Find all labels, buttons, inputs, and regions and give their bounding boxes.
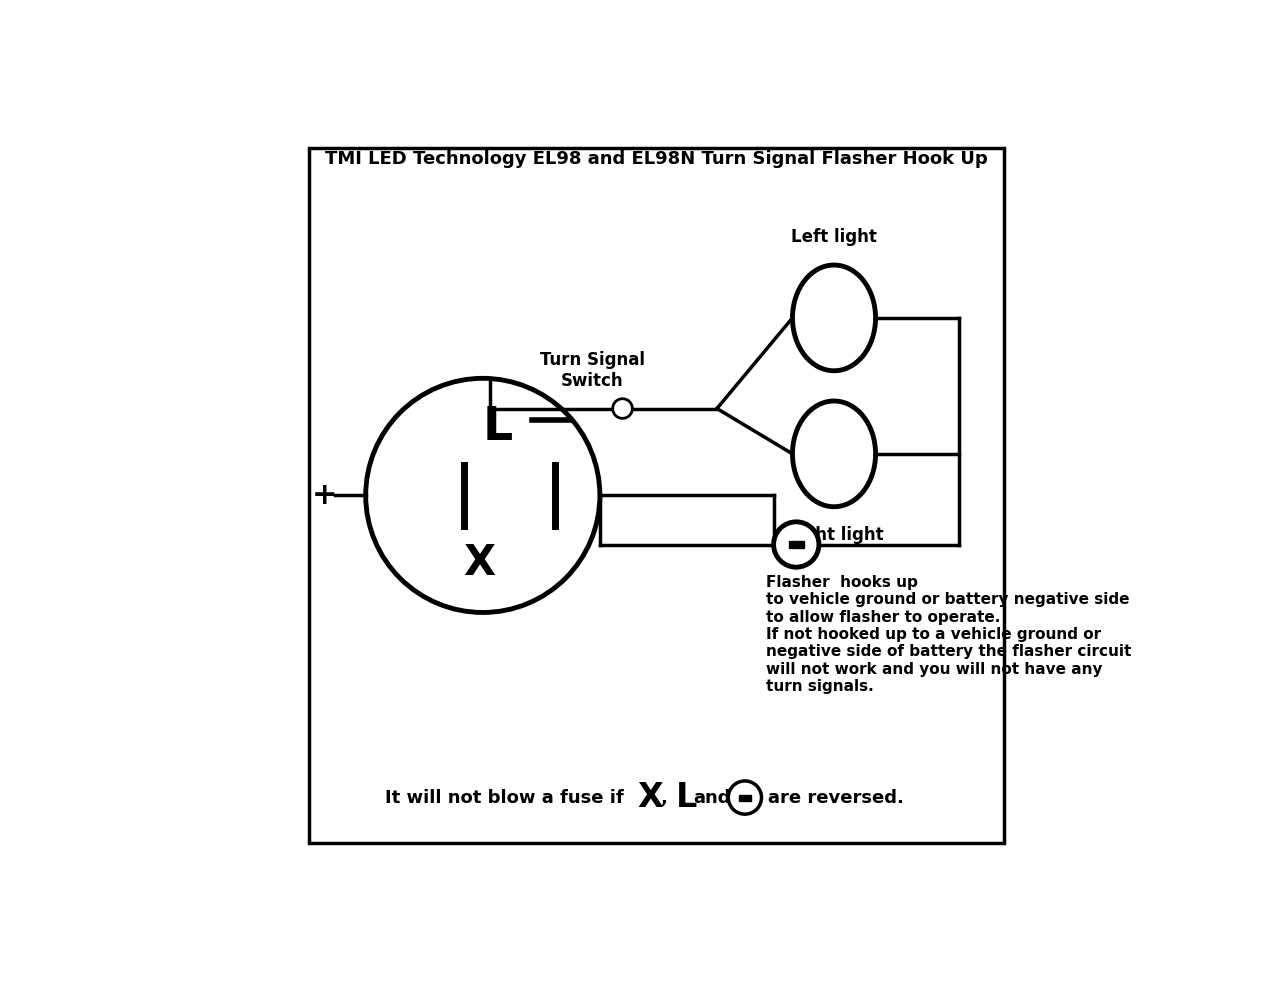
Text: L: L	[483, 405, 512, 450]
Text: and: and	[693, 789, 730, 806]
Bar	[739, 795, 751, 800]
Text: TMI LED Technology EL98 and EL98N Turn Signal Flasher Hook Up: TMI LED Technology EL98 and EL98N Turn S…	[325, 150, 988, 169]
Text: X: X	[462, 542, 494, 585]
Text: Turn Signal
Switch: Turn Signal Switch	[539, 351, 644, 389]
Text: L: L	[675, 781, 697, 814]
Circle shape	[729, 781, 761, 814]
Text: X: X	[638, 781, 664, 814]
Circle shape	[365, 379, 600, 612]
Ellipse shape	[793, 401, 876, 507]
Text: +: +	[311, 481, 337, 510]
Text: Right light: Right light	[785, 526, 884, 543]
Text: Left light: Left light	[792, 229, 877, 246]
Text: are reversed.: are reversed.	[769, 789, 904, 806]
Circle shape	[774, 522, 819, 567]
Circle shape	[612, 398, 633, 418]
Text: ,: ,	[661, 789, 667, 806]
Text: It will not blow a fuse if: It will not blow a fuse if	[384, 789, 624, 806]
Bar	[789, 541, 803, 548]
Text: Flasher  hooks up
to vehicle ground or battery negative side
to allow flasher to: Flasher hooks up to vehicle ground or ba…	[766, 575, 1131, 695]
Ellipse shape	[793, 265, 876, 371]
